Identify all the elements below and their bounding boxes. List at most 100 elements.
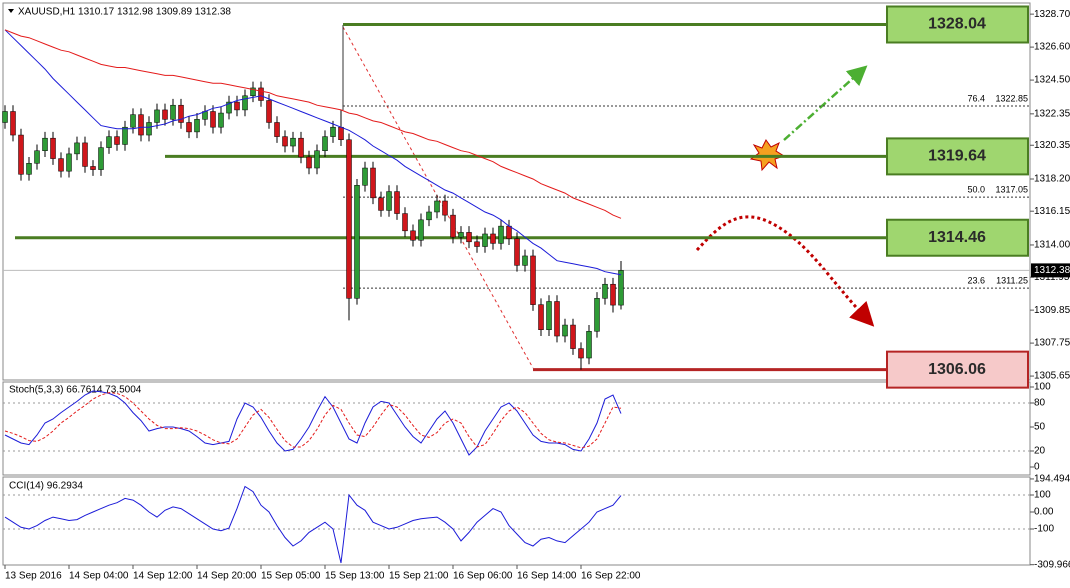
candle-body xyxy=(458,232,464,238)
candle-body xyxy=(114,136,120,145)
candle-body xyxy=(138,114,144,136)
candle-body xyxy=(482,233,488,247)
candle-body xyxy=(154,109,160,123)
y-tick-label: 1316.15 xyxy=(1034,206,1070,217)
candle-body xyxy=(290,137,296,147)
candle-body xyxy=(522,255,528,266)
candle-body xyxy=(306,156,312,169)
level-box xyxy=(886,5,1029,44)
x-tick-label: 14 Sep 04:00 xyxy=(69,571,129,582)
candle-body xyxy=(226,101,232,114)
candle-body xyxy=(298,137,304,158)
candle-body xyxy=(242,95,248,111)
candle-body xyxy=(82,142,88,167)
y-tick-label: 0 xyxy=(1034,462,1040,473)
candle-body xyxy=(354,185,360,299)
candle-body xyxy=(34,150,40,164)
y-tick-label: 1322.35 xyxy=(1034,108,1070,119)
candle-body xyxy=(2,111,8,123)
cci-title: CCI(14) 96.2934 xyxy=(9,481,83,492)
candle-body xyxy=(370,167,376,199)
candle-body xyxy=(50,137,56,159)
y-tick-label: -309.966 xyxy=(1034,559,1070,570)
candle-body xyxy=(234,101,240,111)
candle-body xyxy=(42,137,48,151)
candle-body xyxy=(578,348,584,359)
candle-body xyxy=(250,87,256,97)
candle-body xyxy=(258,87,264,101)
candle-body xyxy=(330,126,336,137)
indicator-line xyxy=(4,29,622,276)
y-tick-label: 100 xyxy=(1034,490,1051,501)
candle-body xyxy=(538,304,544,331)
candle-body xyxy=(410,230,416,241)
y-tick-label: 50 xyxy=(1034,422,1046,433)
candle-body xyxy=(402,213,408,232)
main-frame xyxy=(2,2,1031,381)
y-tick-label: 194.4943 xyxy=(1034,474,1070,485)
x-tick-label: 13 Sep 2016 xyxy=(5,571,62,582)
fibo-level: 23.6 xyxy=(967,276,985,286)
candle-body xyxy=(130,114,136,128)
y-tick-label: 0.00 xyxy=(1034,507,1054,518)
bearish-arrow xyxy=(695,215,875,327)
candle-body xyxy=(146,122,152,136)
x-tick-label: 15 Sep 05:00 xyxy=(261,571,321,582)
candle-body xyxy=(18,134,24,175)
candle-body xyxy=(362,167,368,186)
candle-body xyxy=(266,100,272,123)
level-label: 1328.04 xyxy=(928,16,986,33)
level-label: 1319.64 xyxy=(928,148,986,165)
candle-body xyxy=(618,270,624,306)
candle-body xyxy=(386,191,392,211)
candle-body xyxy=(530,255,536,305)
price-tag-label: 1312.38 xyxy=(1034,265,1070,276)
candle-body xyxy=(90,166,96,170)
candle-body xyxy=(506,225,512,239)
indicator-line xyxy=(4,29,622,219)
y-tick-label: 1320.35 xyxy=(1034,140,1070,151)
y-tick-label: 100 xyxy=(1034,382,1051,393)
candle-body xyxy=(594,298,600,332)
trend-line xyxy=(342,26,534,369)
y-tick-label: 1305.65 xyxy=(1034,371,1070,382)
fibo-level: 50.0 xyxy=(967,184,985,194)
candle-body xyxy=(474,241,480,247)
candle-body xyxy=(170,104,176,120)
level-label: 1314.46 xyxy=(928,229,986,246)
candle-body xyxy=(282,136,288,147)
candle-body xyxy=(586,331,592,359)
candle-body xyxy=(442,200,448,216)
level-box xyxy=(886,137,1029,176)
candle-body xyxy=(194,119,200,133)
y-tick-label: -100 xyxy=(1034,524,1054,535)
candle-body xyxy=(490,233,496,244)
y-tick-label: 1318.20 xyxy=(1034,174,1070,185)
candle-body xyxy=(554,301,560,337)
indicator-line xyxy=(4,485,622,564)
candle-body xyxy=(178,104,184,123)
level-label: 1306.06 xyxy=(928,361,986,378)
candle-body xyxy=(66,153,72,172)
fibo-price: 1317.05 xyxy=(995,184,1028,194)
candle-body xyxy=(426,211,432,221)
cci-frame xyxy=(2,476,1031,566)
x-tick-label: 15 Sep 13:00 xyxy=(325,571,385,582)
candle-body xyxy=(74,142,80,155)
candle-body xyxy=(610,283,616,306)
stoch-frame xyxy=(2,381,1031,476)
y-tick-label: 1326.60 xyxy=(1034,42,1070,53)
candle-body xyxy=(434,200,440,213)
candle-body xyxy=(498,225,504,244)
candle-body xyxy=(162,109,168,120)
candle-body xyxy=(58,158,64,172)
candle-body xyxy=(98,147,104,170)
x-tick-label: 15 Sep 21:00 xyxy=(389,571,449,582)
candle-body xyxy=(122,126,128,145)
menu-triangle xyxy=(8,9,14,13)
candle-body xyxy=(346,139,352,299)
fibo-price: 1311.25 xyxy=(996,276,1028,286)
candle-body xyxy=(570,324,576,349)
x-tick-label: 14 Sep 12:00 xyxy=(133,571,193,582)
candle-body xyxy=(378,197,384,211)
